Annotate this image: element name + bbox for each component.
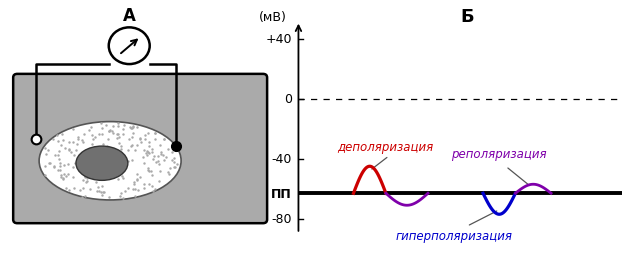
Text: 0: 0 xyxy=(284,93,292,106)
Text: ПП: ПП xyxy=(271,187,292,200)
FancyBboxPatch shape xyxy=(13,75,267,223)
Text: -80: -80 xyxy=(272,212,292,225)
Ellipse shape xyxy=(39,122,181,200)
Circle shape xyxy=(109,28,150,65)
Text: Б: Б xyxy=(460,8,474,26)
Text: А: А xyxy=(123,7,136,25)
Text: реполяризация: реполяризация xyxy=(451,148,546,161)
Text: гиперполяризация: гиперполяризация xyxy=(396,229,512,242)
Ellipse shape xyxy=(76,147,128,181)
Text: (мВ): (мВ) xyxy=(258,11,286,24)
Text: +40: +40 xyxy=(265,33,292,46)
Text: -40: -40 xyxy=(272,153,292,166)
Text: деполяризация: деполяризация xyxy=(337,140,434,153)
